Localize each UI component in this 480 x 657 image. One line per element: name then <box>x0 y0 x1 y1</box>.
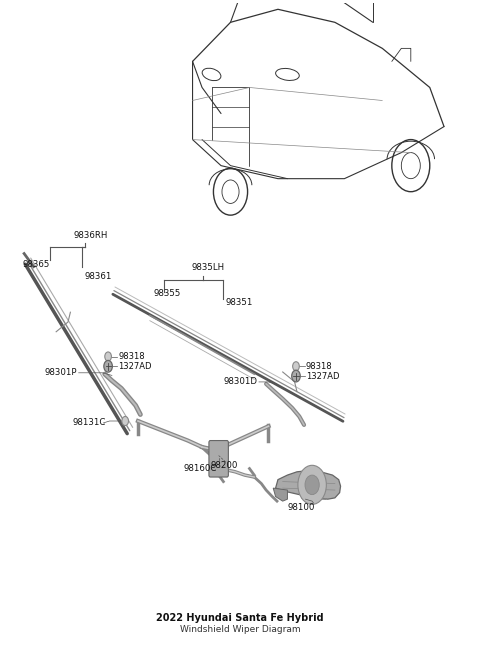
Text: 98365: 98365 <box>23 260 50 269</box>
Circle shape <box>105 352 111 361</box>
Polygon shape <box>273 488 288 501</box>
Text: 9835LH: 9835LH <box>192 263 225 273</box>
Circle shape <box>122 417 129 426</box>
Circle shape <box>104 361 112 372</box>
Text: 98200: 98200 <box>211 461 238 470</box>
Circle shape <box>298 465 326 505</box>
Text: 98301D: 98301D <box>223 377 257 386</box>
Text: 2022 Hyundai Santa Fe Hybrid: 2022 Hyundai Santa Fe Hybrid <box>156 614 324 623</box>
Circle shape <box>293 362 300 371</box>
Text: 1327AD: 1327AD <box>118 362 152 371</box>
Text: 98318: 98318 <box>118 352 144 361</box>
FancyBboxPatch shape <box>209 441 228 477</box>
Text: 98131C: 98131C <box>73 419 107 428</box>
Text: 1327AD: 1327AD <box>306 372 339 380</box>
Polygon shape <box>276 470 341 499</box>
Text: 98361: 98361 <box>84 272 112 281</box>
Text: 98160C: 98160C <box>183 464 216 473</box>
Circle shape <box>305 475 319 495</box>
Text: 98351: 98351 <box>226 298 253 307</box>
Circle shape <box>292 370 300 382</box>
Text: 9836RH: 9836RH <box>73 231 108 240</box>
Text: 98301P: 98301P <box>45 369 77 377</box>
Text: Windshield Wiper Diagram: Windshield Wiper Diagram <box>180 625 300 634</box>
Text: 98100: 98100 <box>288 503 315 512</box>
Text: 98318: 98318 <box>306 362 333 371</box>
Text: 98355: 98355 <box>154 289 181 298</box>
